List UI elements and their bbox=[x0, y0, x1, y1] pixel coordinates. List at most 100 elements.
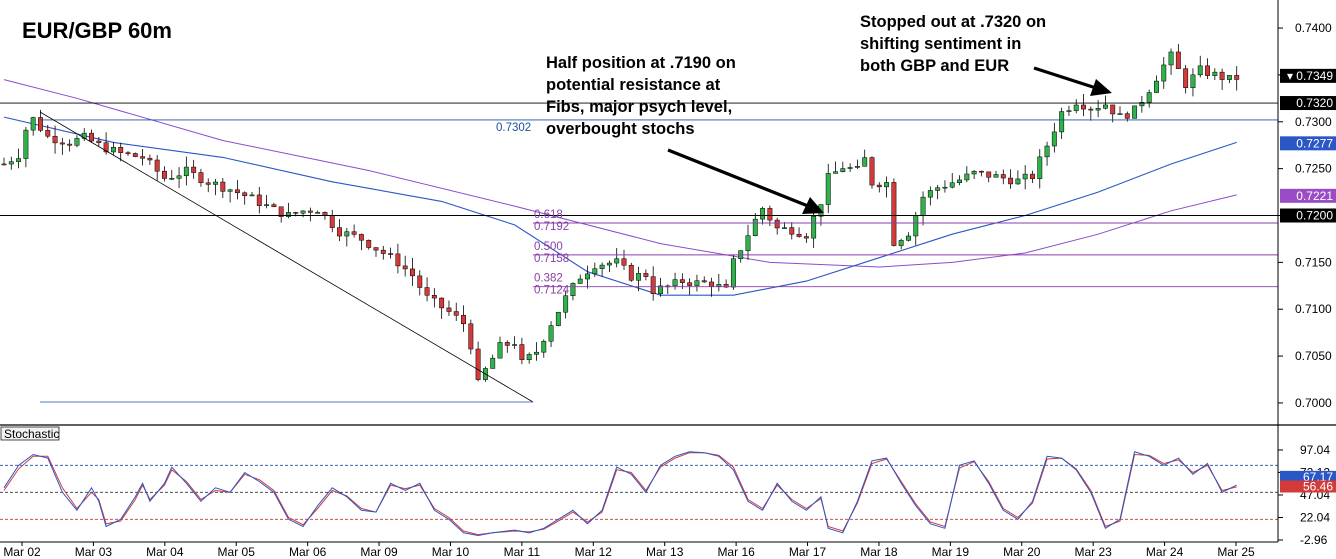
candle-body bbox=[978, 170, 984, 173]
annotation-line: both GBP and EUR bbox=[860, 57, 1009, 75]
candle-body bbox=[796, 233, 802, 237]
price-tag bbox=[1280, 136, 1336, 151]
candle-body bbox=[803, 236, 809, 239]
candle-body bbox=[920, 196, 926, 216]
candle-body bbox=[191, 166, 197, 173]
candle-body bbox=[847, 167, 853, 169]
annotation-line: potential resistance at bbox=[546, 76, 721, 94]
candle-body bbox=[672, 279, 678, 287]
candle-body bbox=[621, 258, 627, 266]
stochastic-tag bbox=[1280, 470, 1336, 483]
candle-body bbox=[337, 227, 342, 237]
candle-body bbox=[125, 152, 131, 154]
candle-body bbox=[614, 258, 620, 264]
candle-body bbox=[74, 138, 80, 146]
x-tick-label: Mar 10 bbox=[432, 545, 470, 559]
candle-body bbox=[490, 357, 496, 369]
candle-body bbox=[344, 231, 350, 237]
candle-body bbox=[8, 161, 14, 165]
candle-body bbox=[935, 187, 941, 191]
candle-body bbox=[293, 212, 299, 214]
candle-body bbox=[1051, 131, 1057, 147]
candle-body bbox=[825, 173, 831, 205]
annotations: Half position at .7190 on potential resis… bbox=[546, 13, 1046, 138]
candle-body bbox=[1154, 80, 1159, 93]
x-tick-label: Mar 20 bbox=[1003, 545, 1041, 559]
candle-body bbox=[964, 173, 970, 181]
fib-ratio: 0.382 bbox=[534, 273, 563, 285]
y-tick-label: 0.7400 bbox=[1295, 21, 1332, 35]
candle-body bbox=[453, 311, 459, 316]
y-tick-label: 0.7300 bbox=[1295, 115, 1332, 129]
candle-body bbox=[278, 206, 284, 217]
candle-body bbox=[242, 192, 248, 197]
candle-body bbox=[162, 170, 167, 179]
candle-body bbox=[1037, 156, 1043, 179]
stochastic-tag-text: 67.17 bbox=[1303, 470, 1333, 484]
ma-slow-line bbox=[3, 79, 1237, 268]
candle-body bbox=[577, 278, 583, 284]
candle-body bbox=[16, 158, 22, 162]
candle-body bbox=[67, 143, 73, 146]
price-tags: ▾ 0.7349 0.7320 0.7277 0.7221 0.7200 bbox=[1280, 68, 1336, 223]
candle-body bbox=[154, 159, 160, 172]
fib-price: 0.7192 bbox=[534, 221, 569, 233]
candle-body bbox=[329, 215, 335, 228]
candle-body bbox=[526, 354, 532, 361]
candle-body bbox=[96, 140, 102, 143]
candle-body bbox=[1, 163, 7, 166]
candle-body bbox=[38, 117, 43, 131]
candle-body bbox=[431, 295, 437, 299]
candle-body bbox=[1030, 173, 1035, 179]
candle-body bbox=[373, 247, 379, 251]
candle-body bbox=[1102, 104, 1108, 109]
stochastic-label: Stochastic bbox=[4, 427, 59, 441]
candle-body bbox=[132, 153, 138, 157]
candle-body bbox=[534, 351, 539, 355]
stochastic-lines bbox=[3, 451, 1237, 537]
x-tick-label: Mar 03 bbox=[75, 545, 113, 559]
annotation-line: Fibs, major psych level, bbox=[546, 98, 732, 116]
candle-body bbox=[1059, 111, 1065, 133]
candle-body bbox=[103, 142, 109, 153]
candle-body bbox=[876, 184, 882, 188]
y-tick-label: 0.7250 bbox=[1295, 162, 1332, 176]
candle-body bbox=[789, 227, 795, 235]
chart-title: EUR/GBP 60m bbox=[22, 18, 172, 43]
candle-body bbox=[366, 239, 372, 248]
x-tick-label: Mar 12 bbox=[575, 545, 613, 559]
candle-body bbox=[358, 234, 364, 241]
candle-body bbox=[891, 182, 897, 246]
candle-body bbox=[592, 268, 598, 275]
candle-body bbox=[599, 264, 605, 269]
price-candles bbox=[1, 44, 1240, 382]
candle-body bbox=[986, 171, 992, 178]
y-tick-label: 0.7050 bbox=[1295, 349, 1332, 363]
candle-body bbox=[23, 129, 29, 159]
candle-body bbox=[475, 348, 481, 380]
candle-body bbox=[176, 175, 182, 179]
candle-body bbox=[636, 273, 642, 281]
candle-body bbox=[942, 186, 948, 189]
candle-body bbox=[971, 170, 977, 175]
stochastic-tick-label: 22.04 bbox=[1300, 510, 1330, 524]
candle-body bbox=[949, 182, 955, 188]
candle-body bbox=[1175, 51, 1181, 69]
price-tag-text: 0.7221 bbox=[1296, 189, 1333, 203]
candle-body bbox=[1234, 75, 1240, 80]
candle-body bbox=[1197, 65, 1203, 76]
candle-body bbox=[1044, 145, 1050, 158]
candle-body bbox=[59, 142, 65, 145]
candle-body bbox=[1000, 174, 1006, 179]
price-tag-text: 0.7320 bbox=[1296, 96, 1333, 110]
candle-body bbox=[286, 212, 291, 217]
candle-body bbox=[628, 264, 634, 281]
candle-body bbox=[351, 231, 357, 235]
candle-body bbox=[833, 171, 838, 174]
candle-body bbox=[541, 340, 547, 353]
main-y-axis: 0.74000.73500.73000.72500.72000.71500.71… bbox=[1277, 0, 1336, 425]
